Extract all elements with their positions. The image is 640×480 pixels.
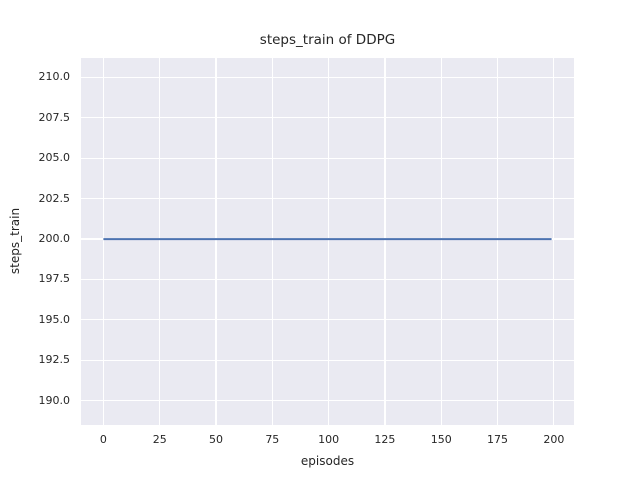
y-gridline <box>81 117 574 119</box>
x-gridline <box>215 58 217 425</box>
chart-title: steps_train of DDPG <box>259 32 396 48</box>
y-tick-label: 192.5 <box>38 353 71 367</box>
y-tick-label: 205.0 <box>38 151 71 165</box>
x-tick-label: 100 <box>318 433 340 446</box>
y-tick-label: 197.5 <box>38 272 71 286</box>
y-tick-label: 195.0 <box>38 312 71 326</box>
x-tick-label: 75 <box>265 433 280 446</box>
x-tick-label: 50 <box>209 433 224 446</box>
y-tick-label: 200.0 <box>38 232 71 246</box>
x-gridline <box>328 58 330 425</box>
x-tick-label: 125 <box>374 433 396 446</box>
x-gridline <box>102 58 104 425</box>
y-tick-label: 190.0 <box>38 393 71 407</box>
x-tick-label: 0 <box>99 433 107 446</box>
y-tick-label: 210.0 <box>38 70 71 84</box>
x-tick-label: 150 <box>430 433 452 446</box>
y-axis-label: steps_train <box>8 207 22 275</box>
x-axis-label: episodes <box>300 454 355 468</box>
x-gridline <box>440 58 442 425</box>
y-gridline <box>81 198 574 200</box>
y-gridline <box>81 278 574 281</box>
x-gridline <box>496 58 499 425</box>
y-tick-label: 207.5 <box>38 110 71 124</box>
x-gridline <box>271 58 273 425</box>
x-gridline <box>553 58 555 425</box>
x-tick-label: 175 <box>487 433 509 446</box>
y-gridline <box>81 400 574 402</box>
x-gridline <box>159 58 161 425</box>
data-line-layer <box>103 238 552 241</box>
x-tick-label: 200 <box>543 433 565 446</box>
y-gridline <box>81 319 574 321</box>
y-tick-label: 202.5 <box>38 191 71 205</box>
y-gridline <box>81 76 574 78</box>
plot-area <box>81 58 574 425</box>
y-gridline <box>81 157 574 159</box>
y-gridline <box>81 359 574 361</box>
x-gridline <box>384 58 386 425</box>
x-tick-label: 25 <box>152 433 167 446</box>
